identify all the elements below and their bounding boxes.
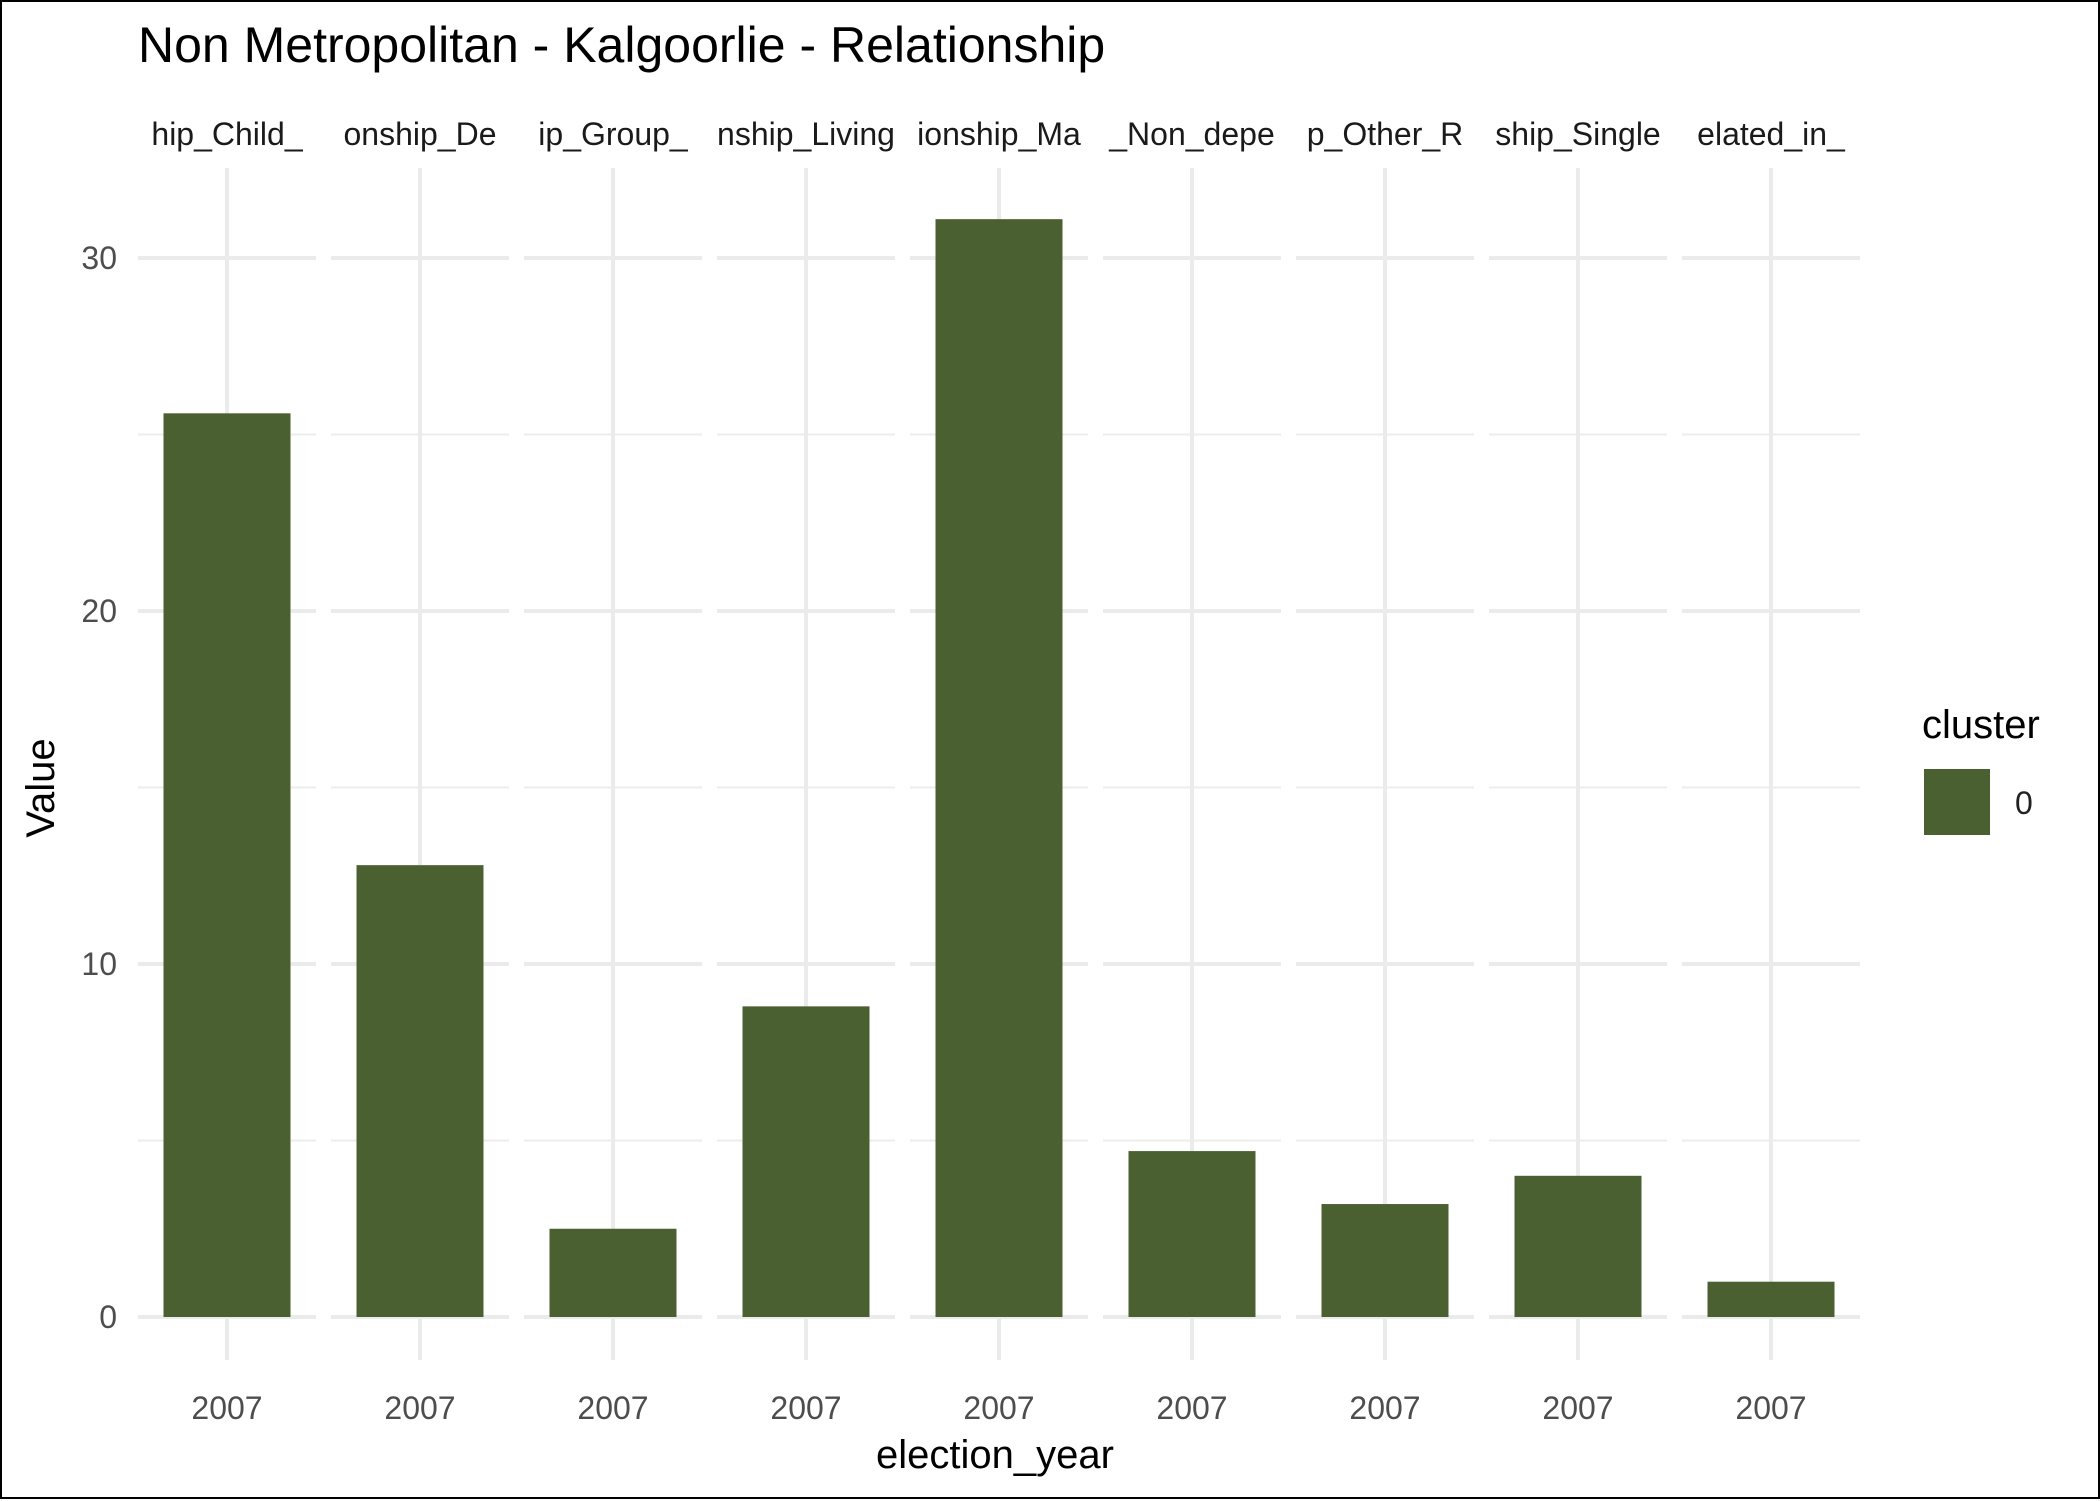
bar bbox=[1707, 1281, 1835, 1317]
facet-strip-label: nship_Living bbox=[717, 116, 895, 152]
y-tick-label: 0 bbox=[99, 1299, 117, 1335]
facet-strip-label: ip_Group_ bbox=[538, 116, 689, 152]
x-tick-label: 2007 bbox=[963, 1390, 1034, 1426]
bar bbox=[742, 1006, 870, 1317]
x-tick-label: 2007 bbox=[1349, 1390, 1420, 1426]
facet-strip-label: p_Other_R bbox=[1307, 116, 1464, 152]
x-tick-label: 2007 bbox=[1156, 1390, 1227, 1426]
facet-strip-label: ship_Single bbox=[1495, 116, 1660, 152]
bar bbox=[1128, 1151, 1256, 1317]
y-tick-labels: 0 10 20 30 bbox=[81, 240, 117, 1335]
x-tick-label: 2007 bbox=[770, 1390, 841, 1426]
x-tick-label: 2007 bbox=[1542, 1390, 1613, 1426]
bar bbox=[163, 413, 291, 1317]
legend: cluster 0 bbox=[1922, 703, 2040, 835]
y-tick-label: 10 bbox=[81, 946, 117, 982]
x-tick-label: 2007 bbox=[191, 1390, 262, 1426]
legend-swatch bbox=[1924, 769, 1990, 835]
x-tick-label: 2007 bbox=[384, 1390, 455, 1426]
facet-strip-label: _Non_depe bbox=[1108, 116, 1274, 152]
y-tick-label: 30 bbox=[81, 240, 117, 276]
x-tick-label: 2007 bbox=[1735, 1390, 1806, 1426]
bar bbox=[1514, 1175, 1642, 1317]
facet-strips: hip_Child_ onship_De ip_Group_ nship_Living… bbox=[151, 116, 1846, 152]
facet-strip-label: hip_Child_ bbox=[151, 116, 303, 152]
legend-title: cluster bbox=[1922, 703, 2040, 747]
bars bbox=[163, 219, 1835, 1317]
facet-strip-label: elated_in_ bbox=[1697, 116, 1846, 152]
x-tick-labels: 2007 2007 2007 2007 2007 2007 2007 2007 2007 bbox=[191, 1390, 1806, 1426]
facet-strip-label: ionship_Ma bbox=[917, 116, 1081, 152]
bar bbox=[1321, 1204, 1449, 1317]
facet-strip-label: onship_De bbox=[344, 116, 497, 152]
chart-title: Non Metropolitan - Kalgoorlie - Relation… bbox=[138, 17, 1105, 73]
legend-label: 0 bbox=[2015, 785, 2033, 821]
bar bbox=[356, 865, 484, 1317]
y-tick-label: 20 bbox=[81, 593, 117, 629]
bar bbox=[549, 1228, 677, 1317]
x-tick-label: 2007 bbox=[577, 1390, 648, 1426]
y-axis-label: Value bbox=[19, 738, 63, 837]
x-axis-label: election_year bbox=[876, 1433, 1114, 1477]
bar bbox=[935, 219, 1063, 1317]
